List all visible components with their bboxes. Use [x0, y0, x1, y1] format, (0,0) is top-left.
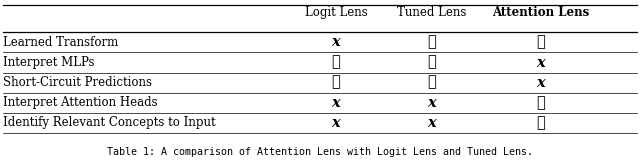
Text: Logit Lens: Logit Lens: [305, 6, 367, 19]
Text: ✓: ✓: [332, 76, 340, 90]
Text: Attention Lens: Attention Lens: [492, 6, 589, 19]
Text: ✓: ✓: [428, 56, 436, 69]
Text: x: x: [332, 116, 340, 130]
Text: Table 1: A comparison of Attention Lens with Logit Lens and Tuned Lens.: Table 1: A comparison of Attention Lens …: [107, 147, 533, 157]
Text: x: x: [428, 96, 436, 110]
Text: Tuned Lens: Tuned Lens: [397, 6, 467, 19]
Text: Interpret MLPs: Interpret MLPs: [3, 56, 95, 69]
Text: x: x: [536, 56, 545, 69]
Text: Learned Transform: Learned Transform: [3, 36, 118, 49]
Text: ✓: ✓: [536, 116, 545, 130]
Text: x: x: [332, 96, 340, 110]
Text: Identify Relevant Concepts to Input: Identify Relevant Concepts to Input: [3, 116, 216, 129]
Text: ✓: ✓: [428, 35, 436, 49]
Text: ✓: ✓: [428, 76, 436, 90]
Text: Interpret Attention Heads: Interpret Attention Heads: [3, 96, 158, 109]
Text: ✓: ✓: [332, 56, 340, 69]
Text: ✓: ✓: [536, 35, 545, 49]
Text: x: x: [332, 35, 340, 49]
Text: x: x: [428, 116, 436, 130]
Text: ✓: ✓: [536, 96, 545, 110]
Text: x: x: [536, 76, 545, 90]
Text: Short-Circuit Predictions: Short-Circuit Predictions: [3, 76, 152, 89]
